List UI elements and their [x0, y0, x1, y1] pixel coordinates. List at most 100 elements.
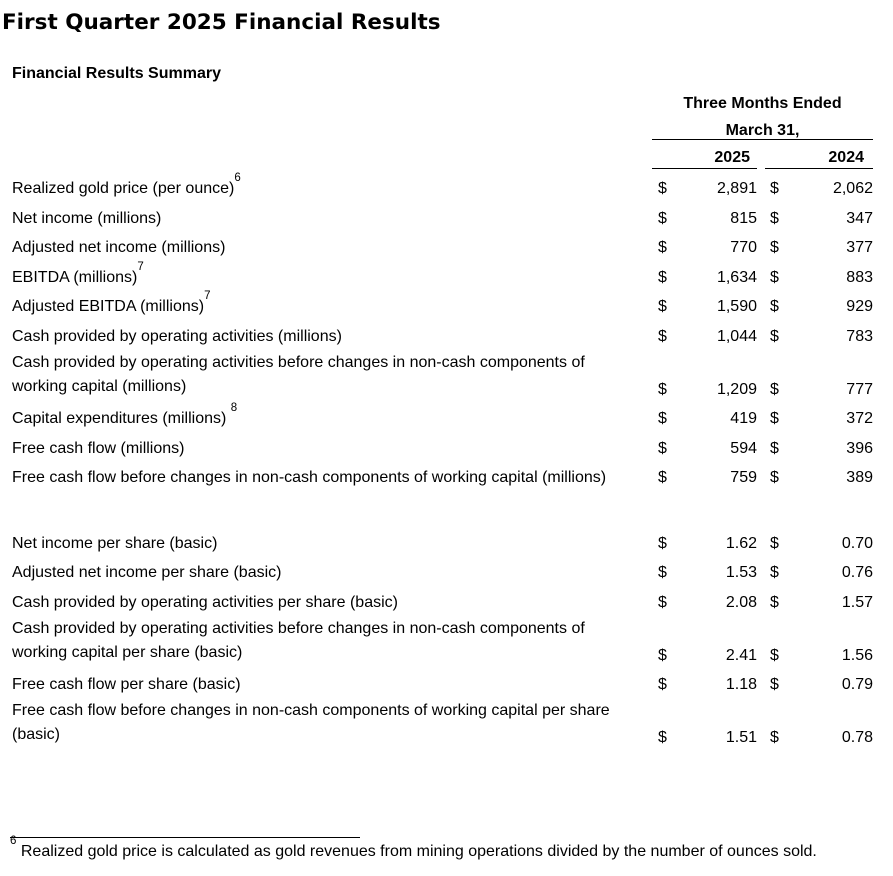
value-2024: 396: [846, 439, 873, 457]
dollar-sign: $: [658, 439, 667, 457]
col-2024-cell: $377: [765, 238, 873, 257]
col-2025-cell: $1.51: [652, 728, 757, 747]
col-2025-cell: $815: [652, 209, 757, 228]
col-2025-cell: $1.53: [652, 563, 757, 582]
value-2024: 372: [846, 410, 873, 427]
value-2024: 377: [846, 239, 873, 256]
dollar-sign: $: [658, 534, 667, 552]
col-2024-cell: $777: [765, 380, 873, 399]
col-2025-cell: $1,634: [652, 268, 757, 287]
section-title: Financial Results Summary: [12, 65, 221, 82]
footnote-text: Realized gold price is calculated as gol…: [20, 842, 817, 860]
table-row: Free cash flow per share (basic) $1.18 $…: [0, 665, 893, 695]
dollar-sign: $: [770, 410, 779, 427]
row-label: Free cash flow (millions): [12, 439, 185, 457]
value-2025: 759: [730, 469, 757, 486]
value-2025: 1.51: [725, 729, 757, 746]
year-header-row: 2025 2024: [652, 140, 893, 169]
dollar-sign: $: [770, 209, 779, 227]
row-label: Free cash flow per share (basic): [12, 676, 241, 693]
dollar-sign: $: [658, 209, 667, 227]
table-row: Capital expenditures (millions) 8 $419 $…: [0, 399, 893, 429]
table-row: Free cash flow before changes in non-cas…: [0, 458, 893, 488]
value-2025: 2.41: [725, 646, 757, 664]
row-label: Adjusted net income per share (basic): [12, 564, 282, 581]
financial-table-body: Realized gold price (per ounce)6 $2,891 …: [0, 169, 893, 748]
footnote-ref: 7: [137, 260, 144, 273]
dollar-sign: $: [658, 380, 667, 398]
dollar-sign: $: [770, 534, 779, 552]
row-label: Cash provided by operating activities be…: [0, 351, 652, 399]
value-2024: 883: [846, 268, 873, 286]
row-label: Cash provided by operating activities be…: [0, 617, 652, 665]
value-2024: 1.57: [841, 593, 873, 611]
table-row: Adjusted net income (millions) $770 $377: [0, 228, 893, 258]
value-2025: 594: [730, 439, 757, 457]
dollar-sign: $: [770, 268, 779, 286]
table-row: Cash provided by operating activities pe…: [0, 582, 893, 612]
dollar-sign: $: [770, 646, 779, 664]
value-2024: 0.78: [841, 729, 873, 746]
col-2025-cell: $770: [652, 238, 757, 257]
section-spacer: [0, 487, 893, 523]
row-label: Adjusted net income (millions): [12, 239, 226, 256]
period-header: Three Months Ended March 31,: [652, 95, 873, 140]
dollar-sign: $: [770, 469, 779, 486]
value-2024: 1.56: [841, 646, 873, 664]
dollar-sign: $: [658, 327, 667, 345]
dollar-sign: $: [658, 268, 667, 286]
table-row: Realized gold price (per ounce)6 $2,891 …: [0, 169, 893, 199]
footnote-marker: 6: [10, 834, 17, 847]
dollar-sign: $: [658, 469, 667, 486]
column-gap: [757, 140, 765, 169]
col-2024-cell: $929: [765, 297, 873, 316]
col-2025-cell: $2.08: [652, 593, 757, 612]
dollar-sign: $: [770, 729, 779, 746]
dollar-sign: $: [658, 676, 667, 693]
value-2025: 1,634: [716, 268, 757, 286]
table-row: Cash provided by operating activities be…: [0, 612, 893, 665]
table-row: Free cash flow (millions) $594 $396: [0, 428, 893, 458]
table-header: Three Months Ended March 31, 2025 2024: [0, 95, 893, 169]
table-row: Free cash flow before changes in non-cas…: [0, 694, 893, 747]
value-2024: 2,062: [832, 180, 873, 197]
footnote-6: 6 Realized gold price is calculated as g…: [10, 835, 893, 862]
dollar-sign: $: [658, 593, 667, 611]
row-label: Cash provided by operating activities (m…: [12, 327, 342, 345]
col-2024-cell: $1.57: [765, 593, 873, 612]
row-label: Free cash flow before changes in non-cas…: [0, 699, 652, 747]
footnote-separator: [10, 836, 360, 838]
page-title: First Quarter 2025 Financial Results: [2, 10, 441, 35]
dollar-sign: $: [658, 298, 667, 315]
row-label: Net income per share (basic): [12, 534, 218, 552]
value-2025: 815: [730, 209, 757, 227]
row-label: Capital expenditures (millions) 8: [12, 402, 238, 427]
value-2024: 929: [846, 298, 873, 315]
col-2024-cell: $0.78: [765, 728, 873, 747]
dollar-sign: $: [658, 564, 667, 581]
col-2025-cell: $1,590: [652, 297, 757, 316]
col-2024-cell: $2,062: [765, 179, 873, 198]
value-2025: 1,044: [716, 327, 757, 345]
period-header-line2: March 31,: [652, 123, 873, 140]
col-2025-cell: $759: [652, 468, 757, 487]
value-2025: 770: [730, 239, 757, 256]
row-label: Net income (millions): [12, 209, 162, 227]
col-2025-cell: $2,891: [652, 179, 757, 198]
table-row: Adjusted EBITDA (millions)7 $1,590 $929: [0, 287, 893, 317]
col-2024-cell: $783: [765, 327, 873, 346]
row-label-line2: (basic): [12, 726, 61, 743]
dollar-sign: $: [770, 593, 779, 611]
table-row: Cash provided by operating activities (m…: [0, 316, 893, 346]
table-row: Net income per share (basic) $1.62 $0.70: [0, 523, 893, 553]
value-2025: 1,590: [716, 298, 757, 315]
dollar-sign: $: [770, 298, 779, 315]
value-2025: 1.18: [725, 676, 757, 693]
dollar-sign: $: [658, 180, 667, 197]
value-2025: 419: [730, 410, 757, 427]
footnote-ref: 7: [204, 290, 211, 303]
dollar-sign: $: [770, 180, 779, 197]
dollar-sign: $: [770, 439, 779, 457]
col-2024-cell: $0.79: [765, 675, 873, 694]
dollar-sign: $: [770, 564, 779, 581]
